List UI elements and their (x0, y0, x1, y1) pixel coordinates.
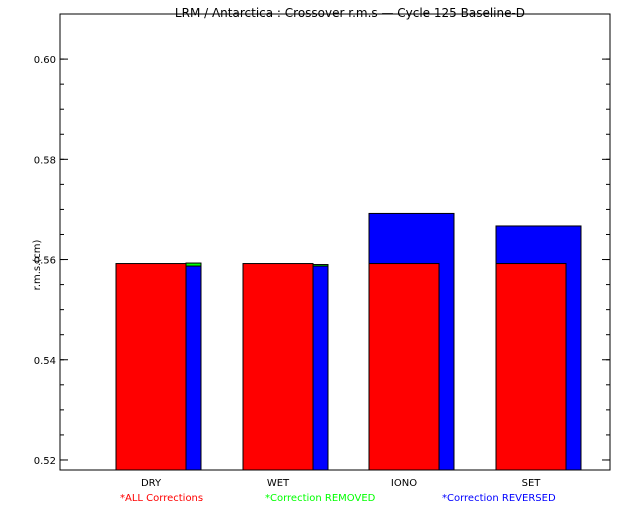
bar-all-corrections (368, 263, 440, 471)
legend: *ALL Corrections *Correction REMOVED *Corr… (120, 493, 556, 504)
bars-layer (115, 212, 582, 471)
bar-all-corrections (495, 263, 567, 471)
y-tick-label: 0.56 (34, 256, 56, 267)
y-tick-label: 0.60 (34, 55, 56, 66)
legend-marker: * (442, 493, 447, 504)
legend-marker: * (120, 493, 125, 504)
y-tick-label: 0.54 (34, 356, 56, 367)
y-tick-label: 0.52 (34, 456, 56, 467)
y-axis-label: r.m.s.(cm) (32, 240, 43, 291)
legend-label: Correction REVERSED (447, 493, 556, 504)
x-category-label: SET (522, 478, 542, 489)
x-category-label: WET (267, 478, 290, 489)
legend-entry: *ALL Corrections (120, 493, 203, 504)
legend-label: Correction REMOVED (270, 493, 376, 504)
y-axis: 0.52 0.54 0.56 0.58 0.60 (34, 55, 610, 467)
legend-marker: * (265, 493, 270, 504)
x-axis: DRY WET IONO SET (141, 478, 541, 489)
plot-frame (59, 13, 611, 471)
legend-entry: *Correction REVERSED (442, 493, 556, 504)
y-tick-label: 0.58 (34, 155, 56, 166)
legend-label: ALL Corrections (125, 493, 203, 504)
bar-all-corrections (242, 263, 314, 471)
bar-all-corrections (115, 263, 187, 471)
x-category-label: DRY (141, 478, 162, 489)
chart-title: LRM / Antarctica : Crossover r.m.s — Cyc… (175, 6, 525, 20)
x-category-label: IONO (391, 478, 417, 489)
legend-entry: *Correction REMOVED (265, 493, 376, 504)
